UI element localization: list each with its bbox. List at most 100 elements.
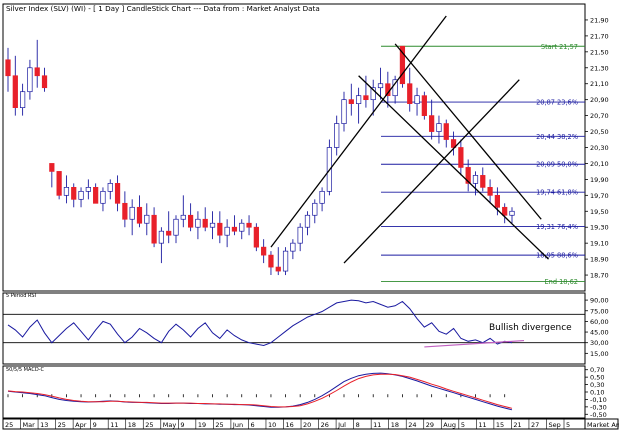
price-ytick-label: 19,70: [590, 192, 609, 200]
axes: 21,90 21,70 21,50 21,30 21,10 20,90 20,70 20,50…: [2, 16, 619, 429]
candle-body: [268, 254, 274, 268]
candle-body: [465, 167, 471, 184]
rsi-line: [7, 299, 513, 347]
date-tick-label: 25: [5, 421, 13, 429]
candle-body: [487, 187, 493, 196]
footer-label: Market Analyst 6: [587, 421, 619, 429]
candle-body: [180, 214, 186, 220]
candle-body: [429, 115, 435, 132]
date-tick-label: 5: [461, 421, 465, 429]
candle-body: [450, 139, 457, 148]
candle-body: [122, 202, 128, 220]
price-ytick-label: 21,10: [590, 80, 609, 88]
rising-channel-upper: [270, 15, 447, 248]
macd-ytick-label: -0,30: [590, 403, 607, 411]
date-tick-label: 15: [496, 421, 504, 429]
candle-body: [231, 226, 238, 232]
candle-body: [319, 190, 325, 204]
date-tick-label: 29: [426, 421, 434, 429]
price-ytick-label: 18,90: [590, 256, 609, 264]
rsi-ytick-label: 60,00: [590, 318, 609, 326]
candle-body: [443, 123, 449, 140]
candle-body: [261, 246, 267, 256]
candle-body: [27, 67, 33, 93]
price-ytick-label: 20,30: [590, 144, 609, 152]
rsi-ytick-label: 15,00: [590, 350, 609, 358]
fib-label: 20,09 50,0%: [536, 161, 578, 169]
macd-title: 50/5/5 MACD-C: [6, 367, 44, 373]
candle-body: [187, 214, 194, 228]
date-tick-label: 5: [566, 421, 570, 429]
candle-body: [158, 230, 165, 244]
macd-ytick-label: 0,30: [590, 381, 604, 389]
falling-channel-lower: [358, 75, 549, 260]
price-ytick-label: 21,50: [590, 48, 609, 56]
date-tick-label: May: [163, 421, 177, 429]
date-tick-label: 16: [286, 421, 294, 429]
date-tick-label: 10: [268, 421, 276, 429]
divergence-line: [424, 339, 525, 348]
rsi-ytick-label: 45,00: [590, 329, 609, 337]
macd-panel: [7, 372, 513, 411]
candle-body: [458, 147, 464, 168]
candle-body: [85, 187, 91, 192]
candle-body: [100, 190, 106, 204]
date-tick-label: 9: [93, 421, 97, 429]
price-ytick-label: 18,70: [590, 272, 609, 280]
candle-body: [224, 226, 230, 236]
fib-label: 20,44 38,2%: [536, 133, 578, 141]
rising-channel-lower: [343, 79, 520, 264]
candle-body: [12, 75, 18, 108]
candle-body: [312, 202, 318, 216]
rsi-ytick-label: 90,00: [590, 297, 609, 305]
date-tick-label: Mar: [23, 421, 36, 429]
rsi-panel-frame: [2, 292, 586, 365]
date-tick-label: Jul: [337, 421, 346, 429]
candle-body: [502, 206, 508, 216]
candle-body: [144, 214, 150, 224]
candle-body: [348, 99, 354, 105]
candle-body: [399, 45, 406, 85]
date-tick-label: 18: [128, 421, 136, 429]
bullish-divergence-annotation: Bullish divergence: [489, 323, 572, 333]
footer-label-frame: [584, 418, 619, 430]
fib-label: 19,31 76,4%: [536, 223, 578, 231]
rsi-panel: [3, 299, 585, 348]
candle-body: [34, 67, 40, 77]
price-ytick-label: 20,50: [590, 128, 609, 136]
macd-ytick-label: 0,70: [590, 366, 604, 374]
candle-body: [334, 123, 340, 148]
price-ytick-label: 19,10: [590, 240, 609, 248]
rsi-ytick-label: 75,00: [590, 307, 609, 315]
candle-body: [297, 226, 303, 244]
rsi-title: 5 Period RSI: [6, 293, 36, 299]
date-tick-label: 6: [250, 421, 254, 429]
candle-body: [494, 194, 501, 208]
candle-body: [217, 222, 223, 236]
candlesticks: [5, 39, 515, 276]
candle-body: [19, 91, 26, 108]
date-tick-label: Sep: [548, 421, 560, 429]
candle-body: [56, 171, 62, 196]
date-tick-label: 21: [513, 421, 521, 429]
trend-channels: [270, 15, 549, 264]
candle-body: [377, 83, 384, 89]
candle-body: [480, 175, 486, 188]
candle-body: [363, 95, 369, 101]
candle-body: [275, 266, 281, 272]
date-tick-label: 24: [408, 421, 416, 429]
fib-label: 20,87 23,6%: [536, 99, 578, 107]
price-ytick-label: 20,10: [590, 160, 609, 168]
price-ytick-label: 20,70: [590, 112, 609, 120]
falling-channel-upper: [394, 43, 542, 220]
fibonacci-levels: Start 21,57 20,87 23,6% 20,44 38,2% 20,09 5…: [381, 43, 585, 286]
fib-label: 19,74 61,8%: [536, 189, 578, 197]
candle-body: [246, 222, 252, 228]
date-tick-label: Aug: [443, 421, 456, 429]
candle-body: [114, 183, 121, 204]
candle-body: [414, 95, 420, 105]
date-tick-label: Apr: [75, 421, 87, 429]
price-ytick-label: 19,50: [590, 208, 609, 216]
candle-body: [71, 187, 77, 200]
date-tick-label: 8: [356, 421, 360, 429]
